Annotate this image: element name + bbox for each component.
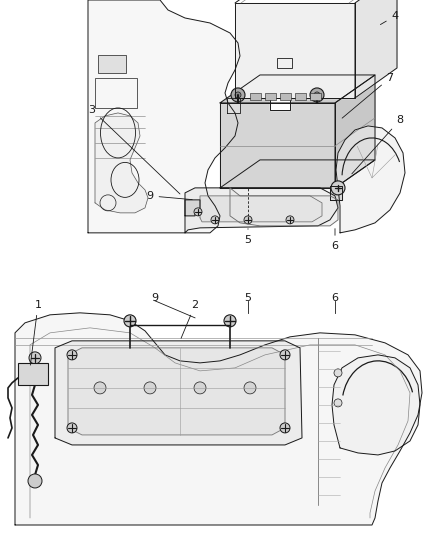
Polygon shape [332,355,420,455]
Polygon shape [185,188,338,233]
Circle shape [235,92,241,98]
Bar [295,93,306,100]
Circle shape [67,423,77,433]
Polygon shape [15,313,422,525]
Text: 6: 6 [332,229,339,251]
Text: 4: 4 [380,11,399,25]
Polygon shape [220,160,375,188]
Text: 2: 2 [181,300,198,338]
Circle shape [211,216,219,224]
Text: 5: 5 [244,229,251,245]
Text: 7: 7 [342,73,394,118]
Polygon shape [336,126,405,233]
Circle shape [28,369,38,379]
Polygon shape [200,196,322,222]
Bar [280,93,291,100]
Circle shape [28,474,42,488]
Polygon shape [55,341,302,445]
Bar [18,363,48,385]
Bar [95,78,137,108]
Text: 9: 9 [146,191,192,201]
Circle shape [244,382,256,394]
Polygon shape [355,0,397,98]
Circle shape [67,350,77,360]
Polygon shape [330,186,342,200]
Text: 5: 5 [244,293,251,303]
Polygon shape [227,98,240,113]
Polygon shape [335,75,375,188]
Text: 6: 6 [332,293,339,303]
Circle shape [244,216,252,224]
Circle shape [310,88,324,102]
Polygon shape [185,200,200,216]
Circle shape [331,181,345,195]
Bar [277,58,292,68]
Text: 3: 3 [88,105,180,194]
Circle shape [29,352,41,364]
Circle shape [280,423,290,433]
Circle shape [286,216,294,224]
Circle shape [334,369,342,377]
Polygon shape [220,75,375,103]
Circle shape [334,399,342,407]
Bar [98,55,126,73]
Bar [310,93,321,100]
Polygon shape [95,113,148,213]
Circle shape [314,92,320,98]
Text: 8: 8 [352,115,403,174]
Polygon shape [220,103,335,188]
Bar [250,93,261,100]
Text: 1: 1 [30,300,42,365]
Circle shape [194,208,202,216]
Polygon shape [270,98,290,110]
Polygon shape [235,3,355,98]
Circle shape [144,382,156,394]
Bar [265,93,276,100]
Circle shape [224,315,236,327]
Circle shape [124,315,136,327]
Text: 9: 9 [152,293,159,303]
Polygon shape [88,0,240,233]
Polygon shape [68,348,285,435]
Circle shape [231,88,245,102]
Circle shape [94,382,106,394]
Polygon shape [230,188,338,226]
Circle shape [280,350,290,360]
Circle shape [194,382,206,394]
